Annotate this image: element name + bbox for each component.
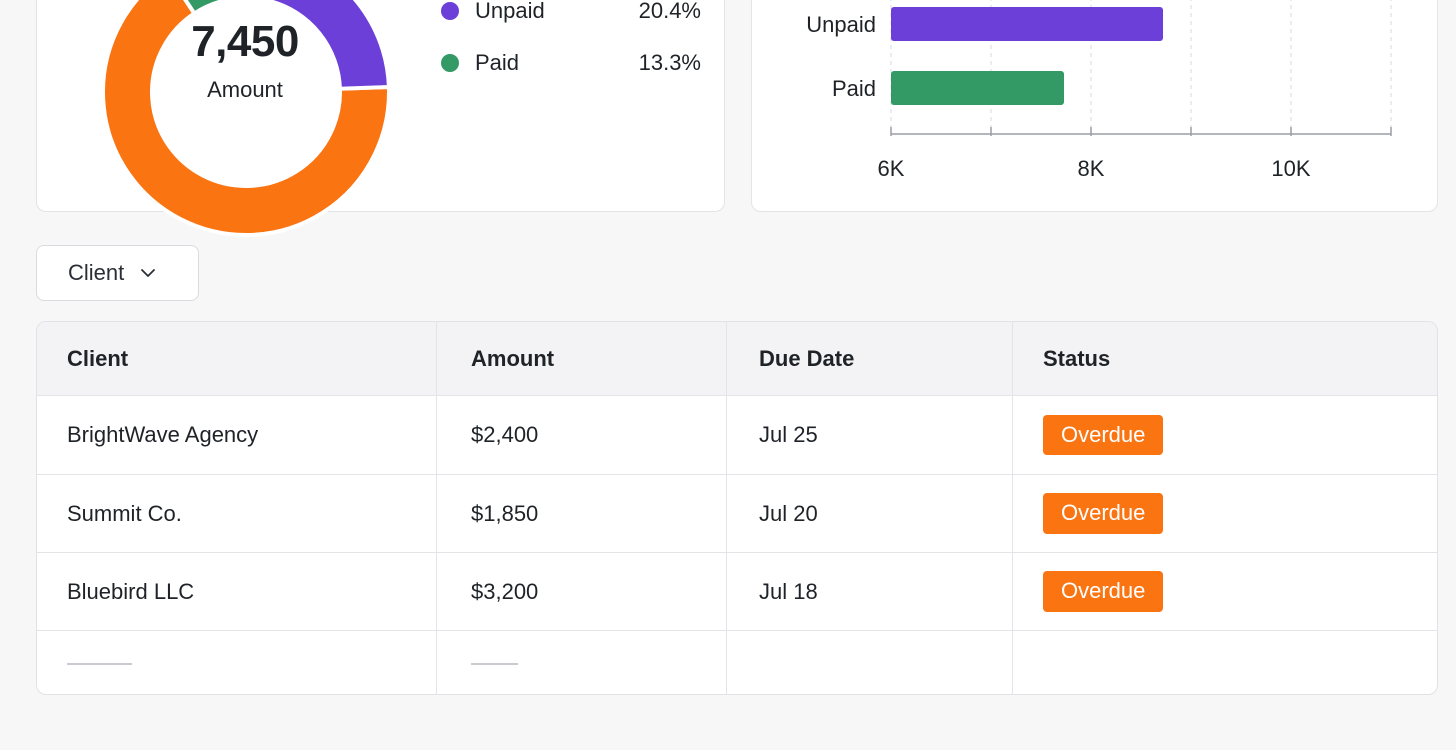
due-date: Jul 18 xyxy=(727,553,1013,630)
column-header-amount[interactable]: Amount xyxy=(437,322,727,395)
legend-label: Unpaid xyxy=(475,0,545,23)
donut-segment-overdue[interactable] xyxy=(101,0,391,237)
table-row-placeholder xyxy=(37,631,1437,694)
table-row[interactable]: Bluebird LLC $3,200 Jul 18 Overdue xyxy=(37,553,1437,631)
client-name: Summit Co. xyxy=(37,475,437,552)
status-badge: Overdue xyxy=(1043,571,1164,612)
x-tick-label: 8K xyxy=(1078,156,1105,181)
due-date: Jul 20 xyxy=(727,475,1013,552)
x-tick-label: 10K xyxy=(1271,156,1310,181)
x-tick-label: 6K xyxy=(878,156,905,181)
table-row[interactable]: Summit Co. $1,850 Jul 20 Overdue xyxy=(37,475,1437,553)
column-header-status[interactable]: Status xyxy=(1043,345,1111,371)
client-filter-dropdown[interactable]: Client xyxy=(36,245,199,301)
status-badge: Overdue xyxy=(1043,493,1164,534)
invoice-amount: $1,850 xyxy=(437,475,727,552)
chevron-down-icon xyxy=(140,268,156,278)
invoice-amount: $2,400 xyxy=(437,396,727,474)
placeholder-line xyxy=(67,662,132,665)
donut-total-label: Amount xyxy=(207,77,283,102)
client-name: BrightWave Agency xyxy=(37,396,437,474)
due-date: Jul 25 xyxy=(727,396,1013,474)
status-badge: Overdue xyxy=(1043,414,1164,456)
bar-paid[interactable] xyxy=(891,71,1064,105)
table-header-row: Client Amount Due Date Status xyxy=(37,322,1437,396)
legend-percentage: 13.3% xyxy=(638,50,701,75)
client-name: Bluebird LLC xyxy=(37,553,437,630)
legend-label: Paid xyxy=(475,50,520,75)
legend-item-paid: Paid 13.3% xyxy=(441,48,701,78)
invoice-amount: $3,200 xyxy=(437,553,727,630)
placeholder-cell xyxy=(727,631,1013,694)
bar-unpaid[interactable] xyxy=(891,7,1163,41)
column-header-client[interactable]: Client xyxy=(37,322,437,395)
donut-chart xyxy=(101,0,391,237)
legend-item-unpaid: Unpaid 20.4% xyxy=(441,0,701,26)
bar-chart: Unpaid Paid 6K 8K 10K xyxy=(806,0,1392,181)
legend-percentage: 20.4% xyxy=(638,0,701,23)
legend-dot xyxy=(441,54,459,72)
donut-segment-paid[interactable] xyxy=(167,0,282,17)
invoices-table: Client Amount Due Date Status BrightWave… xyxy=(36,321,1438,695)
donut-total-value: 7,450 xyxy=(191,17,299,66)
table-row[interactable]: BrightWave Agency $2,400 Jul 25 Overdue xyxy=(37,396,1437,475)
status-cell: Overdue xyxy=(1013,553,1437,630)
column-header-due-date[interactable]: Due Date xyxy=(727,322,1013,395)
placeholder-cell xyxy=(1013,631,1437,694)
category-label: Paid xyxy=(832,76,876,101)
status-donut-card: 7,450 Amount Unpaid 20.4% Paid 13.3% xyxy=(36,0,725,237)
category-label: Unpaid xyxy=(806,12,876,37)
placeholder-line xyxy=(471,662,518,665)
status-cell: Overdue xyxy=(1013,475,1437,552)
amount-bar-chart-card: Unpaid Paid 6K 8K 10K xyxy=(751,0,1438,212)
client-filter-label: Client xyxy=(68,260,125,285)
placeholder-cell xyxy=(37,631,437,694)
status-cell: Overdue xyxy=(1013,396,1437,474)
placeholder-cell xyxy=(437,631,727,694)
legend-dot xyxy=(441,2,459,20)
donut-segment-unpaid[interactable] xyxy=(267,0,391,91)
